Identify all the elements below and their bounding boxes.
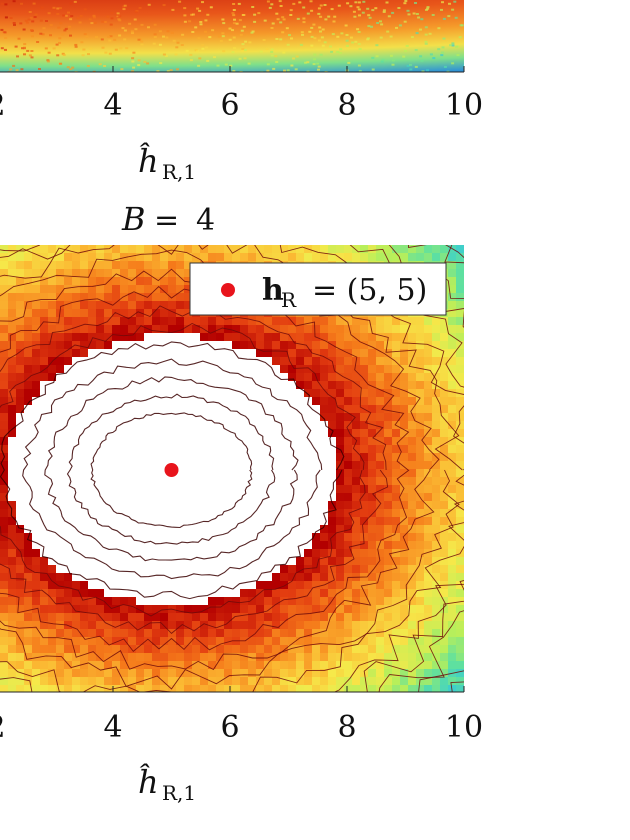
center-marker	[164, 463, 179, 477]
top-panel: 2 4 6 8 10 ĥ R,1	[0, 0, 483, 184]
legend-marker	[221, 283, 235, 297]
x-tick-label: 10	[445, 710, 483, 745]
top-heatmap	[0, 0, 464, 72]
legend: h R = (5, 5)	[189, 262, 447, 316]
x-tick-label: 6	[220, 88, 239, 123]
contour-line	[44, 376, 299, 562]
x-tick-label: 4	[103, 88, 122, 123]
x-tick-label: 6	[220, 710, 239, 745]
contour-line	[66, 393, 276, 545]
bottom-panel: h R = (5, 5) 2 4 6 8 10 ĥ R,1	[0, 245, 483, 805]
top-x-axis-label: ĥ R,1	[138, 142, 196, 184]
contour-line	[0, 285, 410, 653]
legend-subscript: R	[281, 288, 297, 312]
bottom-x-tick-labels: 2 4 6 8 10	[0, 710, 483, 745]
contour-line	[0, 322, 366, 617]
legend-bold-h: h	[262, 273, 284, 308]
contour-line	[90, 412, 253, 529]
x-tick-label: 10	[445, 88, 483, 123]
title-op: =	[154, 203, 179, 238]
contour-line	[22, 358, 323, 580]
x-tick-label: 2	[0, 88, 6, 123]
x-tick-label: 4	[103, 710, 122, 745]
bottom-panel-title: B = 4	[121, 200, 215, 238]
contour-line	[0, 341, 345, 600]
title-var: B	[121, 200, 146, 238]
top-heatmap-texture	[0, 0, 464, 72]
top-x-tick-labels: 2 4 6 8 10	[0, 88, 483, 123]
x-tick-label: 8	[337, 88, 356, 123]
bottom-xlabel-symbol: ĥ	[138, 763, 159, 801]
contour-line	[0, 245, 464, 692]
x-tick-label: 8	[337, 710, 356, 745]
legend-value: = (5, 5)	[312, 273, 427, 308]
bottom-x-ticks	[112, 686, 465, 692]
contour-line	[0, 305, 389, 635]
top-xlabel-symbol: ĥ	[138, 142, 159, 180]
title-value: 4	[196, 203, 215, 238]
top-x-ticks	[112, 66, 465, 72]
x-tick-label: 2	[0, 710, 6, 745]
bottom-xlabel-subscript: R,1	[162, 781, 196, 805]
top-xlabel-subscript: R,1	[162, 160, 196, 184]
bottom-x-axis-label: ĥ R,1	[138, 763, 196, 805]
